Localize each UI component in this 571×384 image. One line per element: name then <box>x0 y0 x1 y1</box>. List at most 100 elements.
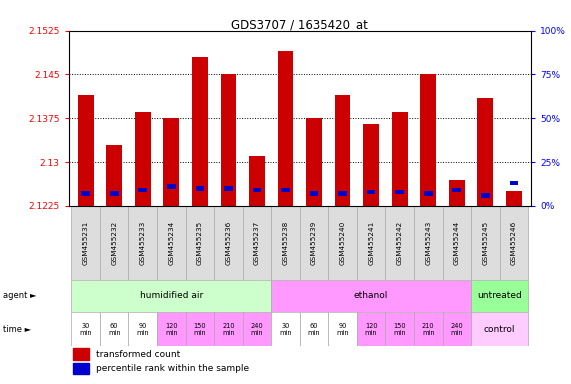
Text: GSM455239: GSM455239 <box>311 220 317 265</box>
Bar <box>481 193 490 197</box>
FancyBboxPatch shape <box>157 312 186 346</box>
Text: percentile rank within the sample: percentile rank within the sample <box>96 364 250 373</box>
Text: GSM455245: GSM455245 <box>482 220 488 265</box>
Bar <box>306 118 322 206</box>
FancyBboxPatch shape <box>471 280 528 312</box>
Text: GSM455238: GSM455238 <box>283 220 288 265</box>
FancyBboxPatch shape <box>414 312 443 346</box>
FancyBboxPatch shape <box>71 206 100 280</box>
Bar <box>452 188 461 192</box>
Bar <box>338 191 347 196</box>
Title: GDS3707 / 1635420_at: GDS3707 / 1635420_at <box>231 18 368 31</box>
FancyBboxPatch shape <box>271 312 300 346</box>
Text: control: control <box>484 324 516 334</box>
Bar <box>509 181 518 185</box>
Bar <box>192 57 208 206</box>
Bar <box>335 95 351 206</box>
Bar <box>395 190 404 194</box>
Text: GSM455235: GSM455235 <box>197 220 203 265</box>
Bar <box>363 124 379 206</box>
FancyBboxPatch shape <box>100 312 128 346</box>
FancyBboxPatch shape <box>328 312 357 346</box>
Bar <box>138 188 147 192</box>
FancyBboxPatch shape <box>271 280 471 312</box>
Text: GSM455233: GSM455233 <box>140 220 146 265</box>
Bar <box>110 191 119 196</box>
FancyBboxPatch shape <box>243 312 271 346</box>
FancyBboxPatch shape <box>157 206 186 280</box>
Bar <box>106 144 122 206</box>
Bar <box>367 190 376 194</box>
Bar <box>73 362 89 374</box>
Bar <box>477 98 493 206</box>
Bar <box>278 51 293 206</box>
Text: humidified air: humidified air <box>140 291 203 300</box>
Text: transformed count: transformed count <box>96 350 180 359</box>
Text: time ►: time ► <box>3 324 31 334</box>
Bar <box>167 184 176 189</box>
Text: 90
min: 90 min <box>336 323 349 336</box>
FancyBboxPatch shape <box>385 206 414 280</box>
FancyBboxPatch shape <box>128 206 157 280</box>
FancyBboxPatch shape <box>214 312 243 346</box>
Text: agent ►: agent ► <box>3 291 37 300</box>
FancyBboxPatch shape <box>357 206 385 280</box>
FancyBboxPatch shape <box>271 206 300 280</box>
Text: GSM455246: GSM455246 <box>511 220 517 265</box>
Bar <box>420 74 436 206</box>
FancyBboxPatch shape <box>385 312 414 346</box>
Text: ethanol: ethanol <box>354 291 388 300</box>
Text: GSM455242: GSM455242 <box>397 220 403 265</box>
FancyBboxPatch shape <box>500 206 528 280</box>
Text: 210
min: 210 min <box>222 323 235 336</box>
Text: 210
min: 210 min <box>422 323 435 336</box>
Text: GSM455234: GSM455234 <box>168 220 174 265</box>
Text: 60
min: 60 min <box>308 323 320 336</box>
FancyBboxPatch shape <box>128 312 157 346</box>
FancyBboxPatch shape <box>300 312 328 346</box>
Text: 150
min: 150 min <box>194 323 206 336</box>
FancyBboxPatch shape <box>471 312 528 346</box>
FancyBboxPatch shape <box>186 206 214 280</box>
Bar <box>281 188 290 192</box>
Bar <box>252 188 262 192</box>
Bar <box>78 95 94 206</box>
Text: GSM455232: GSM455232 <box>111 220 117 265</box>
Text: 150
min: 150 min <box>393 323 406 336</box>
FancyBboxPatch shape <box>100 206 128 280</box>
Text: 120
min: 120 min <box>365 323 377 336</box>
Text: GSM455243: GSM455243 <box>425 220 431 265</box>
Text: GSM455240: GSM455240 <box>340 220 345 265</box>
Text: GSM455237: GSM455237 <box>254 220 260 265</box>
Text: 240
min: 240 min <box>451 323 463 336</box>
Bar <box>506 191 522 206</box>
Text: GSM455244: GSM455244 <box>454 220 460 265</box>
FancyBboxPatch shape <box>471 206 500 280</box>
Text: untreated: untreated <box>477 291 522 300</box>
Bar <box>81 191 90 196</box>
Text: GSM455241: GSM455241 <box>368 220 374 265</box>
FancyBboxPatch shape <box>443 206 471 280</box>
Bar <box>424 191 433 196</box>
Bar <box>249 156 265 206</box>
FancyBboxPatch shape <box>214 206 243 280</box>
FancyBboxPatch shape <box>71 312 100 346</box>
Text: 240
min: 240 min <box>251 323 263 336</box>
FancyBboxPatch shape <box>357 312 385 346</box>
Text: 30
min: 30 min <box>279 323 292 336</box>
Text: 30
min: 30 min <box>79 323 92 336</box>
Bar <box>392 113 408 206</box>
FancyBboxPatch shape <box>71 280 271 312</box>
FancyBboxPatch shape <box>300 206 328 280</box>
Bar <box>163 118 179 206</box>
FancyBboxPatch shape <box>186 312 214 346</box>
Bar <box>309 191 319 196</box>
Bar <box>224 186 233 190</box>
Text: 90
min: 90 min <box>136 323 149 336</box>
FancyBboxPatch shape <box>243 206 271 280</box>
FancyBboxPatch shape <box>414 206 443 280</box>
Text: 60
min: 60 min <box>108 323 120 336</box>
Bar <box>135 113 151 206</box>
Bar <box>449 180 465 206</box>
FancyBboxPatch shape <box>328 206 357 280</box>
